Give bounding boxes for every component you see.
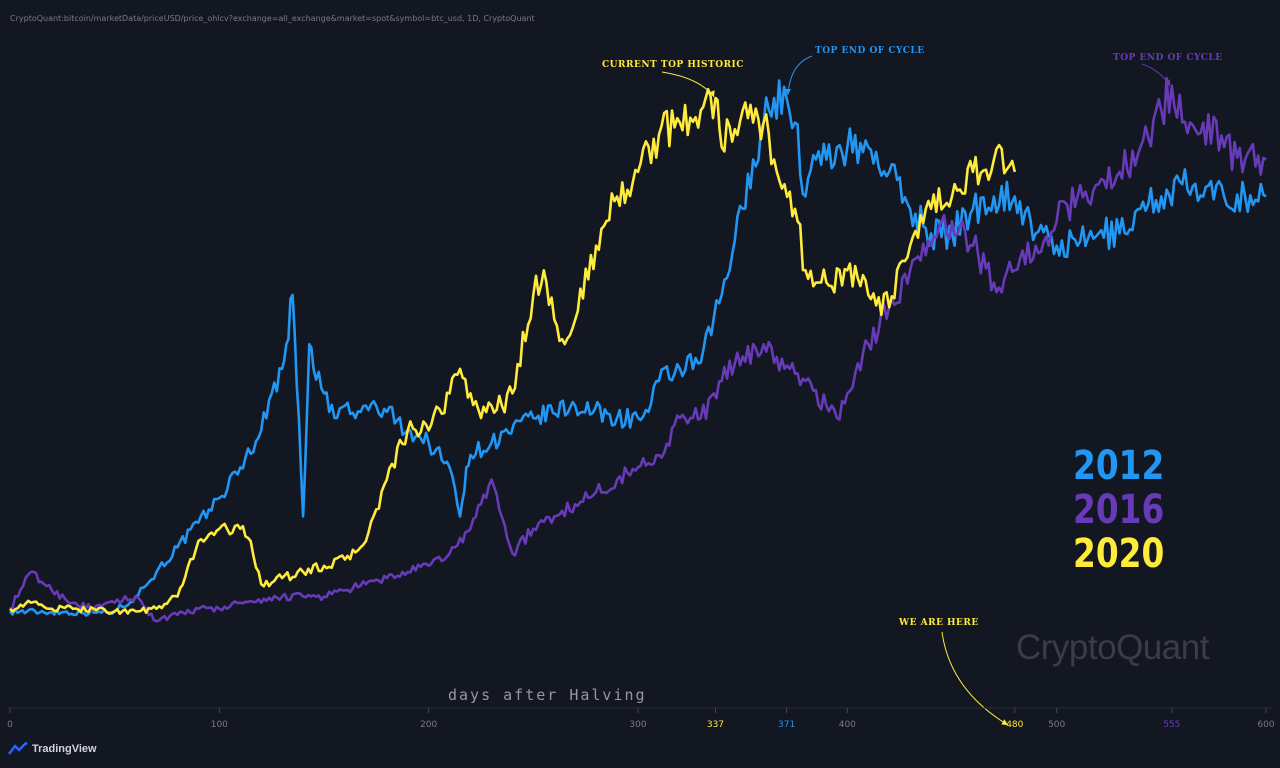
annotation-arrowhead-0 — [709, 90, 715, 97]
x-axis-ticks: 0 100 200 300 337 371 400 480 500 555 600 — [7, 708, 1275, 730]
annotation-top-2012: TOP END OF CYCLE — [815, 46, 925, 56]
x-tick-label: 200 — [420, 720, 437, 730]
x-tick-label: 300 — [629, 720, 646, 730]
x-tick-label: 0 — [7, 720, 13, 730]
tradingview-icon — [8, 742, 28, 755]
x-tick-label: 400 — [839, 720, 856, 730]
annotation-current-top: CURRENT TOP HISTORIC — [602, 60, 744, 70]
legend-2012: 2012 — [1073, 443, 1165, 489]
x-tick-label: 480 — [1006, 720, 1023, 730]
series-line-1 — [9, 76, 1267, 623]
annotation-we-are-here: WE ARE HERE — [899, 618, 979, 628]
annotation-arrowhead-3 — [1001, 719, 1008, 725]
annotation-arrows — [661, 55, 1171, 726]
series-line-0 — [8, 79, 1267, 617]
annotation-arrow-3 — [941, 631, 1009, 726]
x-tick-label: 371 — [778, 720, 795, 730]
tradingview-logo[interactable]: TradingView — [8, 742, 97, 756]
legend: 2012 2016 2020 — [1073, 444, 1164, 576]
legend-2020: 2020 — [1073, 531, 1165, 577]
x-tick-label: 500 — [1048, 720, 1065, 730]
x-tick-label: 600 — [1257, 720, 1274, 730]
x-tick-label: 555 — [1163, 720, 1180, 730]
cryptoquant-watermark: CryptoQuant — [1016, 628, 1209, 667]
chart-source-label: CryptoQuant:bitcoin/marketData/priceUSD/… — [10, 14, 535, 23]
series-line-2 — [9, 87, 1017, 616]
legend-2016: 2016 — [1073, 487, 1165, 533]
annotation-arrowhead-2 — [1164, 79, 1170, 86]
annotation-arrowhead-1 — [785, 89, 791, 95]
x-axis-label: days after Halving — [448, 686, 647, 704]
annotation-top-2016: TOP END OF CYCLE — [1113, 53, 1223, 63]
series-layer — [8, 76, 1267, 623]
x-tick-label: 100 — [211, 720, 228, 730]
annotation-arrow-1 — [787, 55, 813, 96]
x-tick-label: 337 — [707, 720, 724, 730]
tradingview-label: TradingView — [32, 743, 97, 755]
